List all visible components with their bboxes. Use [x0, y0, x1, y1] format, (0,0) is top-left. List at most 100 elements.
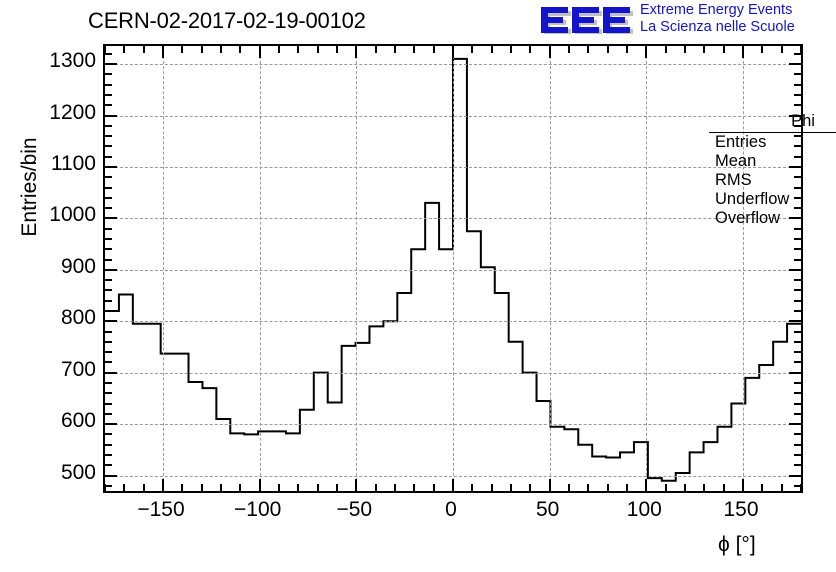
y-tick-minor-right	[794, 361, 801, 364]
x-tick-minor	[394, 484, 396, 491]
x-tick-minor	[220, 484, 222, 491]
y-tick-major	[105, 474, 117, 477]
y-tick-minor	[105, 279, 112, 282]
y-tick-major-right	[789, 320, 801, 323]
y-tick-label: 1100	[50, 151, 96, 175]
x-tick-minor	[703, 484, 706, 491]
gridline-vertical	[646, 46, 648, 491]
x-tick-minor-top	[394, 46, 396, 53]
x-tick-minor-top	[278, 46, 280, 53]
y-tick-minor	[105, 196, 112, 199]
x-tick-major	[742, 479, 744, 491]
gridline-vertical	[356, 46, 358, 491]
y-tick-minor	[105, 73, 112, 76]
plot-frame: Phi Entries35619Mean−2.5RMS103.5Underflo…	[103, 44, 836, 493]
x-tick-minor-top	[142, 46, 145, 53]
x-tick-minor	[239, 484, 242, 491]
y-tick-minor	[105, 124, 112, 127]
y-tick-minor-right	[794, 443, 801, 446]
x-tick-minor	[316, 484, 319, 491]
y-tick-minor	[105, 351, 112, 354]
x-tick-minor-top	[239, 46, 242, 53]
y-tick-minor	[105, 237, 112, 240]
stats-key: Entries	[715, 133, 767, 151]
x-tick-label: 150	[723, 498, 759, 521]
x-tick-minor-top	[626, 46, 628, 53]
y-tick-minor	[105, 340, 112, 343]
x-tick-major	[355, 479, 358, 491]
x-tick-minor	[761, 484, 764, 491]
stats-row: Overflow0	[709, 209, 836, 228]
x-tick-label: 100	[626, 498, 662, 521]
x-tick-minor-top	[800, 46, 801, 53]
y-tick-minor-right	[794, 155, 801, 158]
x-tick-minor	[510, 484, 512, 491]
x-tick-minor	[471, 484, 474, 491]
x-tick-minor	[432, 484, 435, 491]
stats-box: Phi Entries35619Mean−2.5RMS103.5Underflo…	[709, 112, 836, 228]
plot-area	[105, 46, 801, 491]
y-tick-minor-right	[794, 464, 801, 467]
y-tick-major-right	[789, 63, 801, 65]
x-tick-minor-top	[432, 46, 435, 53]
x-tick-minor-top	[123, 46, 126, 53]
y-tick-major	[105, 165, 117, 168]
y-tick-major-right	[789, 474, 801, 477]
x-tick-minor-top	[220, 46, 222, 53]
x-tick-label: −50	[336, 498, 373, 521]
y-tick-minor	[105, 176, 112, 179]
stats-key: RMS	[715, 171, 752, 189]
x-tick-minor	[181, 484, 184, 491]
y-tick-major	[105, 63, 117, 65]
eee-logo-text: Extreme Energy Events La Scienza nelle S…	[640, 2, 795, 36]
stats-title: Phi	[709, 112, 836, 133]
y-tick-minor-right	[794, 93, 801, 96]
x-tick-major-top	[548, 46, 551, 58]
y-tick-minor	[105, 361, 112, 364]
x-tick-minor-top	[606, 46, 609, 53]
y-tick-minor-right	[794, 227, 801, 230]
y-tick-minor	[105, 309, 112, 312]
y-tick-major	[105, 217, 117, 220]
x-tick-minor	[587, 484, 590, 491]
y-tick-minor	[105, 433, 112, 436]
y-tick-label: 900	[60, 254, 96, 278]
x-tick-minor	[142, 484, 145, 491]
x-axis-title: ϕ [°]	[718, 533, 756, 556]
y-tick-minor-right	[794, 176, 801, 179]
y-tick-minor	[105, 412, 112, 415]
x-tick-minor-top	[761, 46, 764, 53]
y-tick-major-right	[789, 217, 801, 220]
eee-logo-svg	[541, 7, 633, 34]
y-tick-minor	[105, 155, 112, 158]
y-tick-minor	[105, 145, 112, 148]
x-tick-minor	[664, 484, 667, 491]
y-tick-major	[105, 423, 117, 426]
y-tick-minor-right	[794, 309, 801, 312]
x-tick-minor	[684, 484, 686, 491]
y-tick-minor	[105, 392, 112, 395]
x-tick-minor-top	[181, 46, 184, 53]
stats-row: RMS103.5	[709, 171, 836, 190]
y-tick-minor	[105, 464, 112, 467]
y-tick-minor-right	[794, 351, 801, 354]
y-tick-major-right	[789, 114, 801, 117]
gridline-vertical	[549, 46, 551, 491]
histogram-step-line	[105, 57, 801, 482]
y-tick-minor-right	[794, 484, 801, 487]
x-tick-major-top	[258, 46, 261, 58]
stats-key: Mean	[715, 152, 757, 170]
y-tick-minor-right	[794, 186, 801, 189]
y-tick-minor	[105, 484, 112, 487]
y-tick-minor-right	[794, 52, 801, 55]
x-tick-minor	[568, 484, 570, 491]
eee-logo-line1: Extreme Energy Events	[640, 2, 793, 18]
y-tick-minor	[105, 207, 112, 210]
y-tick-minor	[105, 83, 112, 86]
y-tick-minor	[105, 258, 112, 261]
y-tick-minor	[105, 402, 112, 405]
x-tick-major-top	[452, 46, 454, 58]
x-tick-minor	[200, 484, 203, 491]
y-tick-minor	[105, 454, 112, 456]
